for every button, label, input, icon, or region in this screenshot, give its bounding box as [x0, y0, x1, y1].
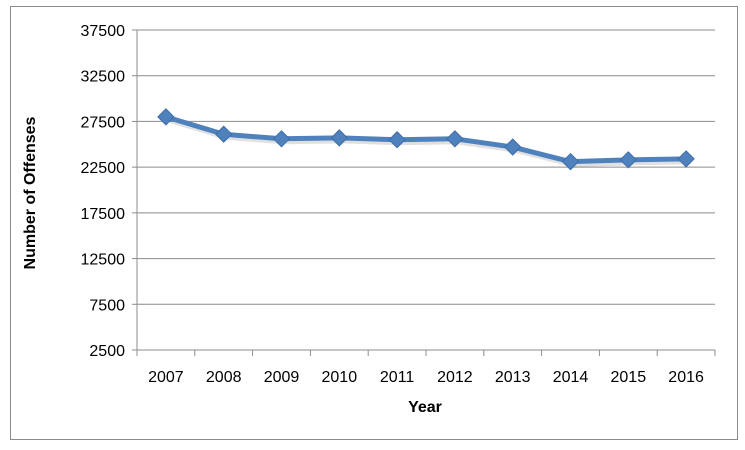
x-tick-label: 2015 — [611, 369, 647, 386]
y-tick-labels: 2500 7500 12500 17500 22500 27500 32500 37500 — [81, 23, 126, 360]
x-tick-label: 2010 — [322, 369, 358, 386]
y-tick-label: 27500 — [81, 114, 126, 131]
x-tick-label: 2016 — [668, 369, 704, 386]
x-tick-labels: 2007 2008 2009 2010 2011 2012 2013 2014 2015 2016 — [148, 369, 704, 386]
y-axis-title: Number of Offenses — [22, 116, 39, 269]
y-tick-label: 37500 — [81, 23, 126, 40]
data-point-marker — [503, 138, 522, 156]
x-tick-label: 2008 — [206, 369, 242, 386]
x-tick-label: 2014 — [553, 369, 589, 386]
axes — [132, 29, 716, 356]
series-line — [163, 114, 689, 165]
y-tick-label: 12500 — [81, 252, 126, 269]
data-point-marker — [272, 130, 291, 148]
x-tick-label: 2011 — [380, 369, 415, 386]
y-tick-label: 17500 — [81, 206, 126, 223]
data-point-marker — [561, 152, 580, 171]
data-point-marker — [157, 108, 175, 126]
x-tick-label: 2007 — [148, 369, 184, 386]
x-axis-title: Year — [408, 399, 442, 416]
data-point-marker — [388, 131, 406, 149]
x-tick-label: 2013 — [495, 369, 531, 386]
data-point-marker — [619, 151, 638, 169]
y-tick-label: 7500 — [89, 297, 125, 314]
y-tick-label: 2500 — [89, 343, 125, 360]
gridlines — [137, 29, 715, 305]
series — [163, 114, 689, 168]
data-point-marker — [446, 130, 464, 148]
series-line-shadow — [167, 117, 689, 168]
data-point-marker — [677, 150, 695, 168]
y-tick-label: 22500 — [81, 160, 126, 177]
data-point-marker — [330, 129, 349, 147]
y-tick-label: 32500 — [81, 69, 126, 86]
x-tick-label: 2009 — [264, 369, 300, 386]
chart-frame — [10, 6, 738, 440]
data-point-marker — [214, 125, 233, 143]
markers — [157, 108, 695, 171]
x-tick-label: 2012 — [437, 369, 473, 386]
